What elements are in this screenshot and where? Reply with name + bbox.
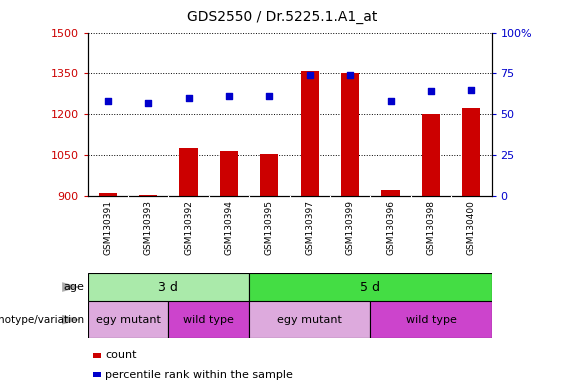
Text: GSM130391: GSM130391 bbox=[103, 200, 112, 255]
Bar bbox=[139, 195, 157, 196]
Text: GSM130398: GSM130398 bbox=[427, 200, 436, 255]
Bar bbox=[249, 273, 492, 301]
Bar bbox=[180, 148, 198, 196]
Point bbox=[427, 88, 436, 94]
Point bbox=[386, 98, 395, 104]
Text: wild type: wild type bbox=[183, 314, 234, 325]
Bar bbox=[220, 151, 238, 196]
Bar bbox=[422, 114, 440, 196]
Polygon shape bbox=[62, 282, 80, 292]
Text: GSM130397: GSM130397 bbox=[305, 200, 314, 255]
Bar bbox=[462, 108, 480, 196]
Text: GDS2550 / Dr.5225.1.A1_at: GDS2550 / Dr.5225.1.A1_at bbox=[188, 10, 377, 24]
Point bbox=[224, 93, 233, 99]
Bar bbox=[260, 154, 279, 196]
Text: wild type: wild type bbox=[406, 314, 457, 325]
Text: egy mutant: egy mutant bbox=[277, 314, 342, 325]
Text: age: age bbox=[64, 282, 85, 292]
Text: GSM130399: GSM130399 bbox=[346, 200, 355, 255]
Bar bbox=[88, 273, 249, 301]
Point bbox=[305, 72, 314, 78]
Text: GSM130395: GSM130395 bbox=[265, 200, 274, 255]
Point bbox=[144, 100, 153, 106]
Text: egy mutant: egy mutant bbox=[95, 314, 160, 325]
Point bbox=[184, 95, 193, 101]
Point bbox=[103, 98, 112, 104]
Bar bbox=[371, 301, 492, 338]
Text: 5 d: 5 d bbox=[360, 281, 380, 293]
Text: GSM130393: GSM130393 bbox=[144, 200, 153, 255]
Text: genotype/variation: genotype/variation bbox=[0, 314, 85, 325]
Text: 3 d: 3 d bbox=[158, 281, 179, 293]
Bar bbox=[99, 193, 117, 196]
Bar bbox=[301, 71, 319, 196]
Point bbox=[265, 93, 274, 99]
Text: percentile rank within the sample: percentile rank within the sample bbox=[105, 370, 293, 380]
Polygon shape bbox=[62, 315, 80, 324]
Bar bbox=[381, 190, 399, 196]
Point bbox=[346, 72, 355, 78]
Bar bbox=[168, 301, 249, 338]
Bar bbox=[88, 301, 168, 338]
Point bbox=[467, 87, 476, 93]
Bar bbox=[341, 73, 359, 196]
Text: GSM130400: GSM130400 bbox=[467, 200, 476, 255]
Bar bbox=[249, 301, 371, 338]
Text: GSM130394: GSM130394 bbox=[224, 200, 233, 255]
Text: GSM130392: GSM130392 bbox=[184, 200, 193, 255]
Text: GSM130396: GSM130396 bbox=[386, 200, 395, 255]
Text: count: count bbox=[105, 351, 137, 361]
